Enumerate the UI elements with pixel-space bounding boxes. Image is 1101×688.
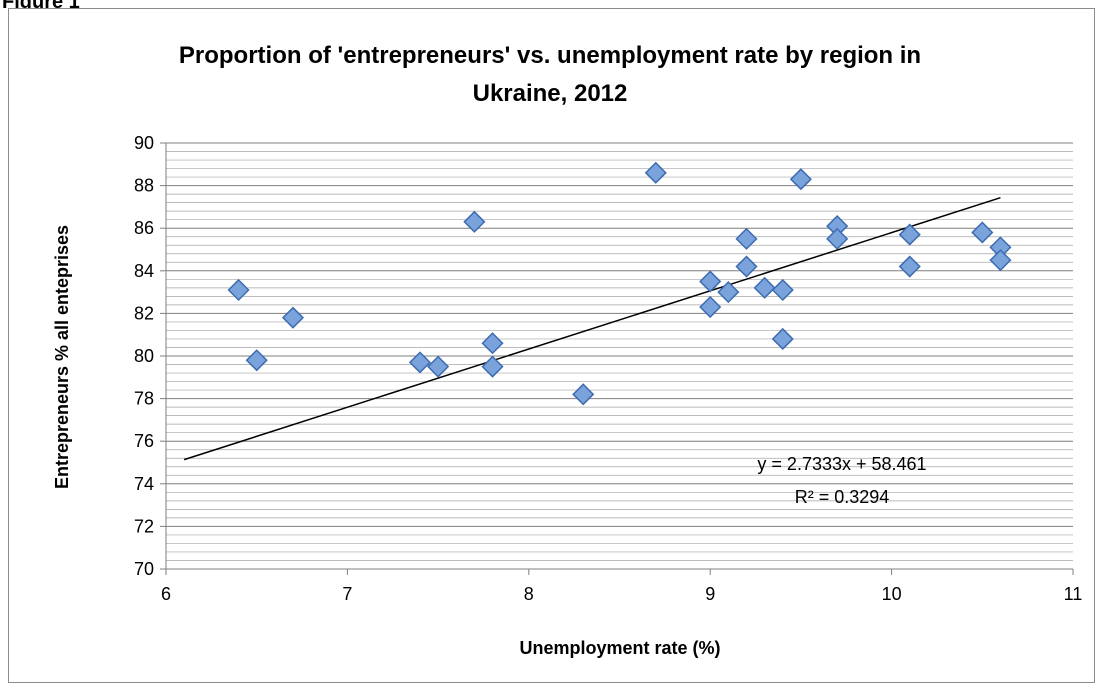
data-point xyxy=(771,327,794,351)
y-axis-title: Entrepreneurs % all enteprises xyxy=(52,225,72,489)
chart-title-line: Proportion of 'entrepreneurs' vs. unempl… xyxy=(179,42,921,69)
data-points xyxy=(227,161,1012,406)
data-point xyxy=(408,351,432,374)
y-tick-label: 82 xyxy=(134,303,154,323)
data-point xyxy=(789,168,812,191)
trendline xyxy=(183,196,1001,461)
y-tick-label: 78 xyxy=(134,389,154,409)
y-tick-label: 70 xyxy=(134,559,154,579)
x-tick-label: 10 xyxy=(882,584,902,604)
x-tick-label: 8 xyxy=(524,584,534,604)
chart-frame xyxy=(8,8,1095,683)
axes xyxy=(160,142,1074,575)
data-point xyxy=(481,355,504,378)
data-point xyxy=(227,278,250,302)
trendline-r-squared: R² = 0.3294 xyxy=(795,487,890,507)
data-point xyxy=(735,227,758,250)
data-point xyxy=(735,255,758,278)
x-axis-title: Unemployment rate (%) xyxy=(519,638,720,658)
x-tick-label: 11 xyxy=(1064,584,1083,604)
data-point xyxy=(989,249,1012,272)
x-tick-label: 6 xyxy=(161,584,171,604)
data-point xyxy=(699,270,722,293)
data-point xyxy=(826,227,849,250)
data-point xyxy=(572,383,595,406)
y-tick-label: 90 xyxy=(134,133,154,153)
trendline-layer xyxy=(183,196,1001,461)
y-tick-label: 88 xyxy=(134,176,154,196)
data-point xyxy=(753,276,776,299)
x-tick-label: 7 xyxy=(342,584,352,604)
y-tick-label: 76 xyxy=(134,431,154,451)
gridlines xyxy=(166,142,1073,570)
y-tick-label: 80 xyxy=(134,346,154,366)
trendline-equation: y = 2.7333x + 58.461 xyxy=(757,454,926,474)
y-tick-label: 84 xyxy=(134,261,154,281)
data-point xyxy=(699,295,722,319)
data-point xyxy=(717,281,740,304)
data-point xyxy=(481,332,504,355)
data-point xyxy=(898,255,921,278)
data-point xyxy=(971,221,994,244)
y-tick-label: 74 xyxy=(134,474,154,494)
y-tick-label: 72 xyxy=(134,516,154,536)
y-tick-label: 86 xyxy=(134,218,154,238)
data-point xyxy=(644,161,667,184)
data-point xyxy=(281,306,305,329)
chart-title-line: Ukraine, 2012 xyxy=(473,80,628,107)
data-point xyxy=(427,355,450,378)
data-point xyxy=(245,349,268,372)
x-tick-label: 9 xyxy=(705,584,715,604)
data-point xyxy=(771,278,794,302)
data-point xyxy=(463,210,486,233)
data-point xyxy=(898,223,921,246)
